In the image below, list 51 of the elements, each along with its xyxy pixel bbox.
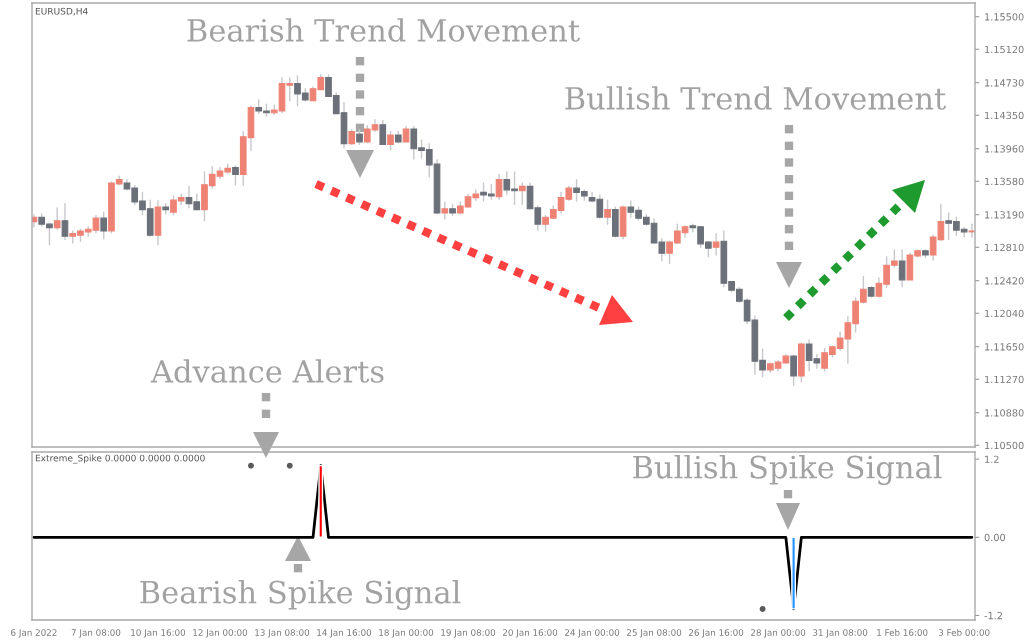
y-tick-label: 0.00	[984, 533, 1006, 542]
annotation: Bullish Trend Movement	[565, 86, 947, 110]
x-tick-label: 14 Jan 16:00	[317, 629, 372, 638]
candlestick	[232, 165, 239, 186]
y-tick-label: 1.15500	[985, 13, 1024, 21]
x-tick-label: 12 Jan 00:00	[193, 629, 248, 638]
y-tick-label: 1.14730	[985, 79, 1024, 87]
x-tick-label: 20 Jan 16:00	[502, 629, 558, 638]
annotation: Advance Alerts	[150, 359, 384, 383]
x-tick-label: 28 Jan 00:00	[751, 629, 806, 638]
annotation: Extreme_Spike 0.0000 0.0000 0.0000	[35, 454, 205, 464]
y-tick-label: 1.11270	[985, 375, 1024, 384]
y-tick-label: 1.14350	[985, 111, 1024, 120]
y-tick-label: 1.13580	[985, 177, 1024, 186]
y-tick-label: 1.10500	[985, 441, 1024, 450]
y-tick-label: 1.10880	[985, 409, 1024, 417]
x-tick-label: 7 Jan 08:00	[71, 629, 121, 638]
candlestick	[968, 223, 975, 238]
x-tick-label: 6 Jan 2022	[11, 629, 57, 638]
candlestick	[898, 249, 906, 288]
candlestick	[61, 202, 69, 241]
y-tick-label: 1.12420	[985, 277, 1024, 285]
annotation: EURUSD,H4	[35, 7, 88, 16]
x-tick-label: 19 Jan 08:00	[441, 629, 496, 638]
x-tick-label: 10 Jan 16:00	[131, 629, 186, 638]
candlestick	[790, 354, 797, 386]
x-tick-label: 3 Feb 00:00	[938, 629, 990, 636]
candlestick	[100, 211, 108, 240]
y-tick-label: 1.15120	[985, 45, 1024, 54]
candlestick	[604, 199, 611, 225]
y-tick-label: 1.12040	[985, 309, 1024, 318]
x-tick-label: 18 Jan 00:00	[379, 629, 434, 638]
x-tick-label: 26 Jan 16:00	[689, 629, 744, 638]
candlestick	[53, 207, 61, 230]
annotation: Bearish Spike Signal	[140, 580, 461, 610]
y-tick-label: -1.2	[984, 611, 1003, 620]
candlestick	[379, 119, 387, 146]
candlestick	[518, 182, 526, 206]
x-tick-label: 31 Jan 08:00	[813, 629, 868, 638]
y-tick-label: 1.13960	[985, 145, 1024, 153]
y-tick-label: 1.2	[985, 455, 999, 463]
annotation: Bullish Spike Signal	[633, 455, 942, 485]
y-tick-label: 1.13190	[985, 211, 1024, 219]
x-tick-label: 25 Jan 08:00	[627, 629, 682, 638]
annotation: Bearish Trend Movement	[187, 18, 580, 42]
x-tick-label: 13 Jan 08:00	[255, 629, 310, 638]
x-tick-label: 1 Feb 16:00	[877, 629, 928, 636]
y-tick-label: 1.12810	[985, 243, 1024, 252]
x-tick-label: 24 Jan 00:00	[565, 629, 620, 638]
candlestick	[712, 232, 720, 256]
y-tick-label: 1.11650	[985, 343, 1024, 351]
